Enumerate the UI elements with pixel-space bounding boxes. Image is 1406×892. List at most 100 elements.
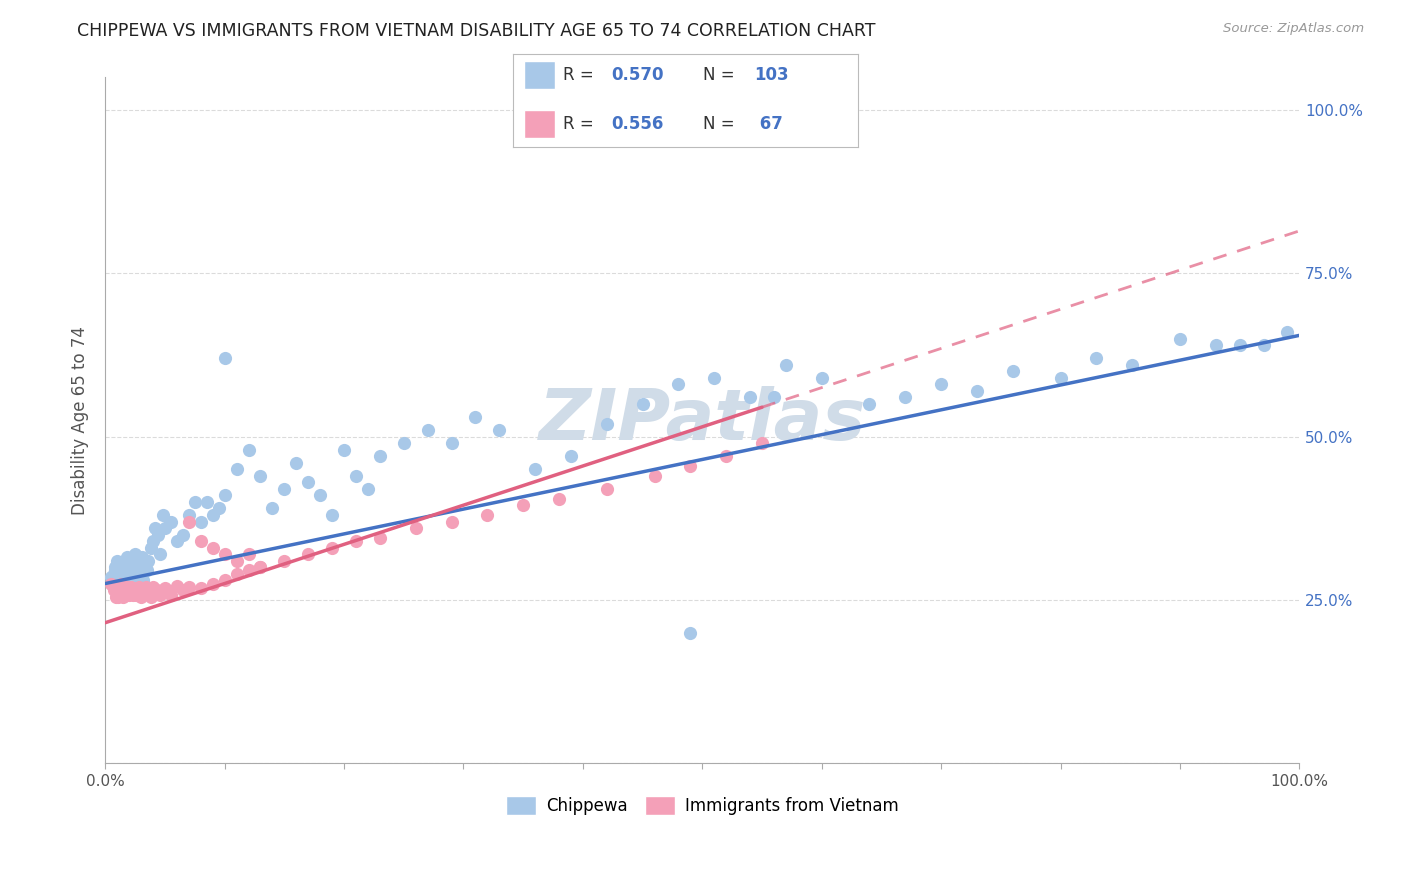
Point bbox=[714, 449, 737, 463]
Point bbox=[104, 560, 127, 574]
Point bbox=[120, 583, 142, 598]
Point bbox=[488, 423, 510, 437]
Point bbox=[464, 410, 486, 425]
Point bbox=[368, 531, 391, 545]
Point bbox=[512, 498, 534, 512]
Point bbox=[858, 397, 880, 411]
Point bbox=[105, 564, 128, 578]
Point bbox=[134, 557, 156, 571]
Point bbox=[112, 564, 135, 578]
Point bbox=[128, 564, 150, 578]
Point bbox=[190, 515, 212, 529]
Point bbox=[105, 570, 128, 584]
Point bbox=[177, 580, 200, 594]
Point bbox=[107, 576, 129, 591]
Point bbox=[1205, 338, 1227, 352]
Point bbox=[160, 588, 183, 602]
Point bbox=[122, 583, 145, 598]
Point bbox=[631, 397, 654, 411]
Bar bbox=[523, 61, 554, 89]
Point bbox=[110, 574, 132, 588]
Point bbox=[190, 581, 212, 595]
Point bbox=[105, 580, 128, 594]
Point bbox=[112, 554, 135, 568]
Point bbox=[249, 468, 271, 483]
Point bbox=[108, 570, 131, 584]
Point bbox=[214, 351, 236, 366]
Point bbox=[1168, 332, 1191, 346]
Point bbox=[405, 521, 427, 535]
Point bbox=[135, 580, 157, 594]
Point bbox=[644, 468, 666, 483]
Point bbox=[238, 547, 260, 561]
Point bbox=[208, 501, 231, 516]
Point bbox=[132, 583, 155, 598]
Point bbox=[166, 578, 188, 592]
Point bbox=[117, 580, 139, 594]
Point bbox=[273, 554, 295, 568]
Point bbox=[524, 462, 547, 476]
Text: 103: 103 bbox=[754, 66, 789, 84]
Point bbox=[1085, 351, 1108, 366]
Point bbox=[111, 586, 134, 600]
Point bbox=[703, 371, 725, 385]
Point bbox=[118, 574, 141, 588]
Point bbox=[120, 554, 142, 568]
Point bbox=[146, 527, 169, 541]
Text: R =: R = bbox=[564, 66, 599, 84]
Point bbox=[775, 358, 797, 372]
Point bbox=[107, 590, 129, 604]
Point bbox=[103, 583, 125, 598]
Point bbox=[548, 491, 571, 506]
Point bbox=[153, 581, 176, 595]
Point bbox=[160, 515, 183, 529]
Point bbox=[103, 566, 125, 581]
Point bbox=[110, 564, 132, 578]
Point bbox=[111, 557, 134, 571]
Point bbox=[125, 588, 148, 602]
Text: 67: 67 bbox=[754, 115, 783, 133]
Text: ZIPatlas: ZIPatlas bbox=[538, 385, 866, 455]
Point bbox=[679, 625, 702, 640]
Point bbox=[596, 482, 619, 496]
Point bbox=[1253, 338, 1275, 352]
Point bbox=[679, 458, 702, 473]
Point bbox=[114, 560, 136, 574]
Point bbox=[262, 501, 284, 516]
Point bbox=[214, 547, 236, 561]
Point bbox=[153, 521, 176, 535]
Point bbox=[152, 508, 174, 522]
Point bbox=[142, 534, 165, 549]
Point bbox=[321, 508, 343, 522]
Point bbox=[357, 482, 380, 496]
Point bbox=[225, 566, 247, 581]
Point bbox=[118, 588, 141, 602]
Point bbox=[112, 580, 135, 594]
Point bbox=[110, 576, 132, 591]
Point bbox=[100, 576, 122, 591]
Point bbox=[172, 527, 194, 541]
Point bbox=[321, 541, 343, 555]
Point bbox=[104, 590, 127, 604]
Text: N =: N = bbox=[703, 115, 740, 133]
Point bbox=[115, 566, 138, 581]
Point bbox=[108, 583, 131, 598]
Point bbox=[297, 547, 319, 561]
Point bbox=[1277, 325, 1299, 339]
Point bbox=[238, 442, 260, 457]
Legend: Chippewa, Immigrants from Vietnam: Chippewa, Immigrants from Vietnam bbox=[498, 788, 907, 823]
Point bbox=[114, 574, 136, 588]
Point bbox=[894, 391, 917, 405]
Point bbox=[1049, 371, 1071, 385]
Point bbox=[127, 560, 149, 574]
Point bbox=[225, 554, 247, 568]
Point bbox=[166, 534, 188, 549]
Point bbox=[344, 468, 367, 483]
Point bbox=[149, 588, 172, 602]
Point bbox=[201, 541, 224, 555]
Point bbox=[124, 564, 146, 578]
Point bbox=[104, 574, 127, 588]
Point bbox=[112, 570, 135, 584]
Point bbox=[124, 547, 146, 561]
Point bbox=[128, 580, 150, 594]
